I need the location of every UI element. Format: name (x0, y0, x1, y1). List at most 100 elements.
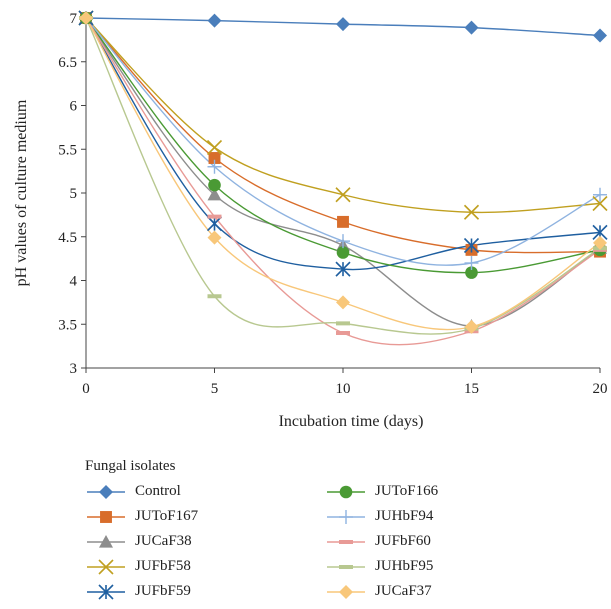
data-point (335, 187, 351, 203)
y-tick-label: 3.5 (58, 317, 77, 333)
legend-marker (100, 510, 112, 523)
data-point (592, 195, 608, 212)
series-markers-jucaf38 (79, 11, 607, 332)
series-markers-juhbf95 (79, 16, 607, 331)
data-point (336, 295, 350, 310)
legend-swatch (327, 564, 365, 569)
y-tick-label: 7 (70, 11, 78, 27)
series-line-jufbf59 (85, 17, 601, 271)
data-point (207, 13, 222, 28)
data-point (336, 234, 350, 249)
legend-marker (339, 539, 353, 544)
legend-swatch (327, 584, 365, 599)
legend-marker (339, 485, 353, 498)
legend-item: JUHbF94 (325, 504, 565, 529)
x-tick-label: 20 (593, 381, 608, 397)
legend-marker (98, 583, 114, 600)
legend-marker (98, 558, 114, 575)
data-point (465, 266, 478, 279)
data-point (336, 331, 350, 335)
series-line-juhbf95 (85, 17, 601, 335)
data-point (593, 187, 607, 202)
x-tick-label: 15 (464, 381, 479, 397)
data-point (464, 256, 479, 270)
legend-item: Control (85, 479, 325, 504)
legend-label: JUToF166 (375, 483, 439, 499)
data-point (464, 319, 479, 334)
legend-swatch (87, 484, 125, 499)
legend-marker (99, 534, 113, 548)
series-line-jucaf38 (85, 17, 601, 327)
legend-item: JUCaF37 (325, 579, 565, 604)
legend-label: JUCaF38 (135, 533, 192, 549)
series-markers-jufbf58 (78, 10, 608, 220)
y-tick-label: 6.5 (58, 55, 77, 71)
legend-label: JUHbF95 (375, 558, 434, 574)
legend-swatch (87, 534, 125, 548)
series-line-jucaf37 (85, 17, 601, 331)
data-point (463, 237, 480, 254)
series-line-juhbf94 (85, 17, 601, 266)
legend-marker (339, 584, 353, 599)
x-tick-label: 0 (82, 381, 90, 397)
data-point (206, 139, 223, 156)
data-point (335, 261, 351, 277)
legend-label: JUFbF60 (375, 533, 431, 549)
legend-item: JUToF167 (85, 504, 325, 529)
data-point (207, 230, 222, 245)
legend-label: JUCaF37 (375, 583, 432, 599)
series-markers-jucaf37 (79, 11, 607, 334)
legend: Fungal isolates Control JUToF166 JUToF167 J… (85, 458, 605, 604)
legend-item: JUFbF60 (325, 529, 565, 554)
y-tick-label: 4.5 (58, 230, 77, 246)
data-point (206, 216, 223, 232)
y-tick-label: 5 (70, 186, 78, 202)
data-point (336, 321, 350, 326)
data-point (208, 152, 221, 164)
legend-label: JUFbF59 (135, 583, 191, 599)
data-point (337, 215, 349, 228)
data-point (336, 246, 350, 259)
line-chart: 3 3.5 4 4.5 5 5.5 6 6.5 7 0 5 10 15 20 Incubation time… (13, 10, 608, 430)
y-tick-label: 3 (70, 361, 78, 377)
data-point (79, 11, 93, 25)
series-line-jufbf58 (85, 17, 601, 214)
data-point (336, 17, 350, 32)
data-point (463, 204, 480, 220)
data-point (207, 214, 222, 219)
data-point (207, 294, 222, 299)
legend-title: Fungal isolates (85, 458, 176, 474)
legend-marker (339, 564, 353, 569)
data-point (207, 187, 222, 201)
x-tick-label: 5 (211, 381, 219, 397)
legend-item: JUFbF59 (85, 579, 325, 604)
series-markers-jufbf60 (79, 16, 607, 335)
legend-item: JUHbF95 (325, 554, 565, 579)
data-point (208, 178, 221, 192)
x-tick-label: 10 (336, 381, 351, 397)
legend-swatch (87, 558, 125, 575)
legend-swatch (87, 583, 125, 600)
data-point (593, 28, 607, 43)
legend-label: Control (135, 483, 181, 499)
legend-swatch (327, 509, 365, 524)
series-line-jufbf60 (85, 17, 601, 346)
y-tick-label: 6 (70, 99, 78, 115)
legend-label: JUToF167 (135, 508, 199, 524)
legend-marker (99, 484, 113, 499)
legend-label: JUHbF94 (375, 508, 434, 524)
legend-swatch (87, 510, 125, 523)
y-axis-label: pH values of culture medium (13, 99, 30, 286)
series-markers-control (79, 11, 607, 43)
legend-swatch (327, 539, 365, 544)
series-markers-jufbf59 (78, 10, 608, 277)
legend-entries: Control JUToF166 JUToF167 JUHbF94 JUCaF38 JUF… (85, 479, 605, 604)
series-markers-juhbf94 (79, 11, 607, 270)
legend-item: JUCaF38 (85, 529, 325, 554)
y-tick-label: 5.5 (58, 142, 77, 158)
data-point (464, 20, 479, 35)
legend-marker (339, 509, 353, 524)
series-markers-jutof167 (80, 12, 606, 258)
x-axis-label: Incubation time (days) (279, 413, 424, 430)
